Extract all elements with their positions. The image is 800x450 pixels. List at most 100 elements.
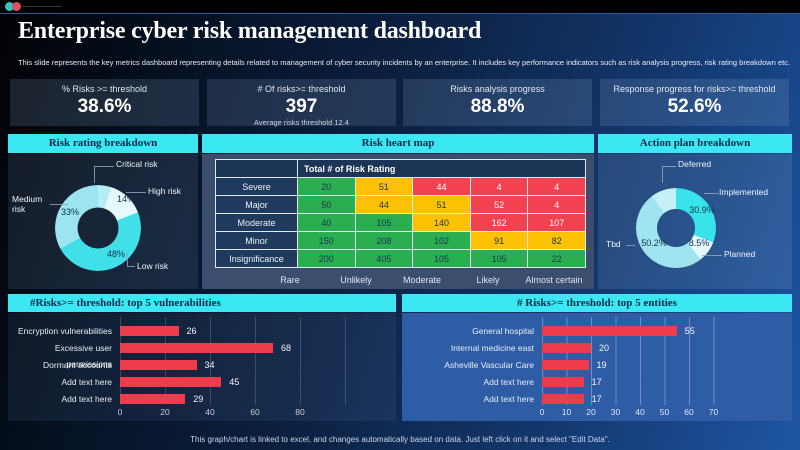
slice-label-high-risk: High risk (148, 186, 182, 196)
bar-value-label: 17 (591, 377, 602, 387)
kpi-value: 38.6% (77, 96, 132, 117)
bar[interactable] (120, 326, 179, 336)
heatmap-cell: 405 (354, 249, 414, 268)
callout-line (94, 166, 114, 167)
bar-row: Dormant accounts 34 (8, 357, 396, 373)
vulnerabilities-chart-panel: #Risks>= threshold: top 5 vulnerabilitie… (8, 294, 396, 421)
heatmap-cell: 162 (469, 213, 529, 232)
x-axis-tick: 20 (586, 407, 596, 417)
bar-category-label: Excessive user permissions (54, 343, 112, 369)
heatmap-cell: 4 (469, 177, 529, 196)
callout-line (127, 251, 128, 266)
bar-value-label: 29 (193, 394, 204, 404)
bar-row: Add text here 29 (8, 391, 396, 407)
heatmap-cell: 208 (354, 231, 414, 250)
bar[interactable] (542, 360, 589, 370)
edit-data-note: This graph/chart is linked to excel, and… (190, 435, 610, 444)
bar-row: General hospital 55 (402, 323, 792, 339)
bar-category-label: Add text here (483, 377, 534, 387)
kpi-label: Response progress for risks>= threshold (613, 84, 776, 94)
heatmap-cell: 22 (527, 249, 587, 268)
entities-header: # Risks>= threshold: top 5 entities (402, 294, 792, 312)
heatmap-cell: 105 (412, 249, 471, 268)
heatmap-cell: 40 (297, 213, 356, 232)
bar[interactable] (542, 377, 584, 387)
bar-row: Add text here 17 (402, 374, 792, 390)
slice-pct-low-risk: 48% (106, 249, 125, 259)
heatmap-cell: 4 (527, 177, 587, 196)
heatmap-cell: 105 (354, 213, 414, 232)
bar-value-label: 20 (599, 343, 610, 353)
callout-line (94, 166, 95, 183)
heatmap-row: Minor 150 208 102 91 82 (215, 231, 587, 250)
bar[interactable] (542, 394, 584, 404)
teal-dot-icon (5, 2, 14, 11)
slice-label-low-risk: Low risk (137, 261, 169, 271)
heatmap-cell: 44 (412, 177, 471, 196)
x-axis-tick: 40 (205, 407, 215, 417)
kpi-card-risk-percent: % Risks >= threshold 38.6% (10, 79, 199, 126)
x-axis-tick: 50 (659, 407, 670, 417)
bar[interactable] (542, 326, 677, 336)
slide-background: Enterprise cyber risk management dashboa… (0, 13, 800, 450)
risk-rating-donut[interactable] (55, 185, 141, 271)
heatmap-header-row: Total # of Risk Rating (215, 159, 587, 178)
bar-value-label: 55 (684, 326, 695, 336)
page-subtitle: This slide represents the key metrics da… (18, 58, 791, 67)
action-plan-header: Action plan breakdown (598, 134, 792, 153)
bar-category-label: Internal medicine east (450, 343, 534, 353)
window-topbar (0, 0, 800, 13)
x-axis-tick: 10 (561, 407, 572, 417)
action-plan-chart[interactable]: Deferred Implemented Tbd Planned 30.9% 8… (598, 154, 792, 289)
heatmap-row: Major 50 44 51 52 4 (215, 195, 587, 214)
kpi-value: 52.6% (667, 96, 722, 117)
bar-value-label: 45 (229, 377, 240, 387)
bar-category-label: Encryption vulnerabilities (17, 326, 112, 336)
callout-line (662, 166, 676, 167)
heatmap-row-label: Minor (215, 231, 298, 250)
callout-line (50, 204, 68, 205)
bar-category-label: Dormant accounts (43, 360, 112, 370)
bar[interactable] (120, 360, 197, 370)
callout-line (126, 192, 146, 193)
slice-label-implemented: Implemented (719, 187, 769, 197)
callout-line (626, 245, 635, 246)
heatmap-cell: 51 (412, 195, 471, 214)
callout-line (127, 266, 135, 267)
action-plan-donut[interactable] (636, 188, 716, 268)
heatmap-row-label: Moderate (215, 213, 298, 232)
bar-value-label: 26 (186, 326, 197, 336)
bar[interactable] (120, 377, 222, 387)
risk-heatmap-table[interactable]: Total # of Risk Rating Severe 20 51 44 4 4 Maj… (215, 159, 587, 268)
bar-row: Add text here 17 (402, 391, 792, 407)
bar[interactable] (120, 394, 186, 404)
bar[interactable] (120, 343, 273, 353)
x-axis-tick: 70 (708, 407, 719, 417)
bar-category-label: Add text here (61, 394, 112, 404)
heatmap-cell: 91 (469, 231, 529, 250)
entities-chart-panel: # Risks>= threshold: top 5 entities Gene… (402, 294, 792, 421)
bar[interactable] (542, 343, 591, 353)
risk-heatmap-header: Risk heart map (202, 134, 594, 153)
heatmap-cell: 102 (412, 231, 471, 250)
kpi-card-response-progress: Response progress for risks>= threshold … (600, 79, 789, 126)
kpi-value: 88.8% (470, 96, 525, 117)
likelihood-label: Likely (476, 275, 500, 285)
heatmap-cell: 107 (527, 213, 587, 232)
heatmap-cell: 4 (527, 195, 587, 214)
risk-rating-chart[interactable]: Critical risk High risk Medium risk Low … (8, 154, 198, 289)
heatmap-cell: 140 (412, 213, 471, 232)
x-axis-tick: 80 (295, 407, 305, 417)
heatmap-cell: 52 (469, 195, 529, 214)
vulnerabilities-bar-chart[interactable]: Encryption vulnerabilities 26 Excessive us… (8, 313, 396, 421)
slice-pct-medium-risk: 33% (60, 207, 79, 217)
bar-row: Encryption vulnerabilities 26 (8, 323, 396, 339)
x-axis-tick: 60 (250, 407, 260, 417)
page-title: Enterprise cyber risk management dashboa… (18, 18, 482, 44)
heatmap-row: Moderate 40 105 140 162 107 (215, 213, 587, 232)
x-axis-tick: 20 (160, 407, 170, 417)
kpi-label: Risks analysis progress (450, 84, 545, 94)
entities-bar-chart[interactable]: General hospital 55 Internal medicine east… (402, 313, 792, 421)
heatmap-cell: 200 (297, 249, 356, 268)
x-axis-tick: 0 (117, 407, 123, 417)
